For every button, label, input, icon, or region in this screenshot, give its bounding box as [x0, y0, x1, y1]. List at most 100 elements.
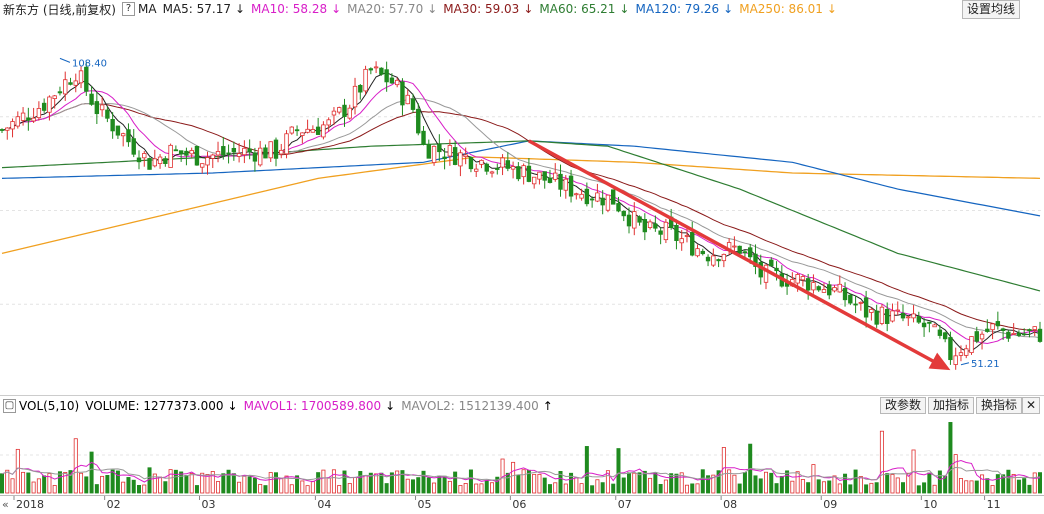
volume-bar — [995, 474, 1000, 494]
candle-body — [120, 133, 126, 137]
candle — [769, 257, 774, 267]
candle-body — [489, 171, 495, 174]
candle — [1016, 330, 1022, 338]
volume-bar — [843, 473, 848, 494]
candle-body — [526, 165, 532, 182]
candle-body — [242, 147, 247, 156]
candle — [447, 139, 453, 166]
candle-body — [769, 259, 774, 267]
volume-bar — [158, 476, 163, 494]
volume-bar — [289, 484, 294, 494]
candle — [964, 344, 969, 359]
candle-body — [379, 67, 384, 75]
help-icon[interactable]: ? — [122, 2, 135, 16]
ma-trend-arrow: ↓ — [331, 2, 342, 16]
candle — [479, 159, 484, 169]
ma-values: MA5: 57.17 ↓ MA10: 58.28 ↓ MA20: 57.70 ↓ MA30:… — [163, 2, 843, 16]
candle-body — [168, 144, 173, 168]
candle-body — [816, 286, 821, 291]
candle — [20, 107, 26, 126]
volume-bar — [706, 475, 711, 494]
candle-body — [884, 308, 890, 324]
candle-body — [331, 110, 337, 116]
candle — [495, 163, 500, 175]
candle-body — [753, 253, 758, 267]
candle-body — [78, 70, 84, 84]
volume-bar — [384, 483, 389, 494]
volume-bar — [558, 471, 563, 494]
candle-body — [1021, 333, 1027, 336]
candle-body — [505, 160, 511, 169]
volume-bar — [532, 473, 537, 494]
close-icon[interactable]: ✕ — [1022, 397, 1041, 414]
candle — [321, 121, 326, 140]
edit-params-button[interactable]: 改参数 — [880, 397, 927, 414]
volume-bar — [374, 473, 379, 494]
candle — [953, 347, 958, 370]
candle — [379, 67, 384, 76]
candle-body — [774, 267, 779, 272]
volume-bar — [642, 470, 647, 494]
volume-bar — [974, 480, 979, 494]
volume-bar — [695, 483, 700, 494]
candle-body — [284, 133, 289, 155]
add-indicator-button[interactable]: 加指标 — [928, 397, 975, 414]
candle — [990, 323, 995, 340]
candle-body — [795, 274, 800, 284]
candle — [611, 189, 616, 205]
volume-bar — [263, 485, 268, 494]
switch-indicator-button[interactable]: 换指标 — [976, 397, 1023, 414]
volume-bar — [326, 477, 331, 494]
candle-body — [742, 251, 748, 254]
candle — [84, 62, 89, 96]
volume-bar — [1038, 472, 1043, 494]
candle-body — [452, 147, 458, 165]
volume-bar — [832, 475, 837, 494]
candle — [974, 326, 979, 344]
candle-body — [321, 124, 326, 138]
candle-body — [426, 144, 431, 159]
candle-body — [63, 79, 68, 95]
candle-body — [257, 147, 263, 166]
candle-body — [352, 85, 358, 108]
volume-bar — [516, 474, 521, 494]
candle-body — [1037, 328, 1043, 342]
candle — [800, 274, 806, 287]
candle-body — [68, 82, 73, 85]
month-label: 03 — [201, 498, 215, 511]
candle-body — [979, 333, 985, 340]
candle-body — [948, 337, 953, 361]
volume-value: VOLUME: 1277373.000 — [85, 399, 224, 413]
candle — [337, 106, 342, 115]
candle — [674, 219, 679, 250]
ma120-line — [1, 140, 1041, 217]
candle — [410, 93, 416, 113]
candle-body — [221, 146, 226, 156]
volume-bar — [84, 476, 89, 494]
volume-bar — [874, 482, 879, 494]
volume-bar — [273, 472, 278, 494]
volume-bar — [426, 477, 431, 494]
volume-bar — [268, 472, 273, 494]
candle-body — [616, 203, 621, 212]
volume-bar — [321, 469, 326, 494]
candle-body — [342, 104, 347, 117]
candle — [1027, 328, 1032, 338]
volume-bar — [521, 469, 526, 494]
mavol1-arrow: ↓ — [385, 399, 396, 413]
candle — [821, 283, 827, 293]
candle-body — [705, 256, 711, 262]
candle — [684, 228, 690, 243]
candle-body — [416, 108, 421, 134]
volume-bar — [231, 473, 236, 494]
candle — [1011, 323, 1016, 335]
set-ma-button[interactable]: 设置均线 — [962, 0, 1021, 19]
candle-body — [895, 309, 900, 312]
candle-body — [205, 157, 210, 166]
candle — [621, 210, 626, 222]
volume-bar — [537, 473, 542, 494]
volume-bar — [737, 483, 742, 494]
volume-bar — [89, 451, 94, 494]
candle — [363, 65, 368, 95]
expand-icon[interactable]: ▢ — [3, 399, 16, 413]
